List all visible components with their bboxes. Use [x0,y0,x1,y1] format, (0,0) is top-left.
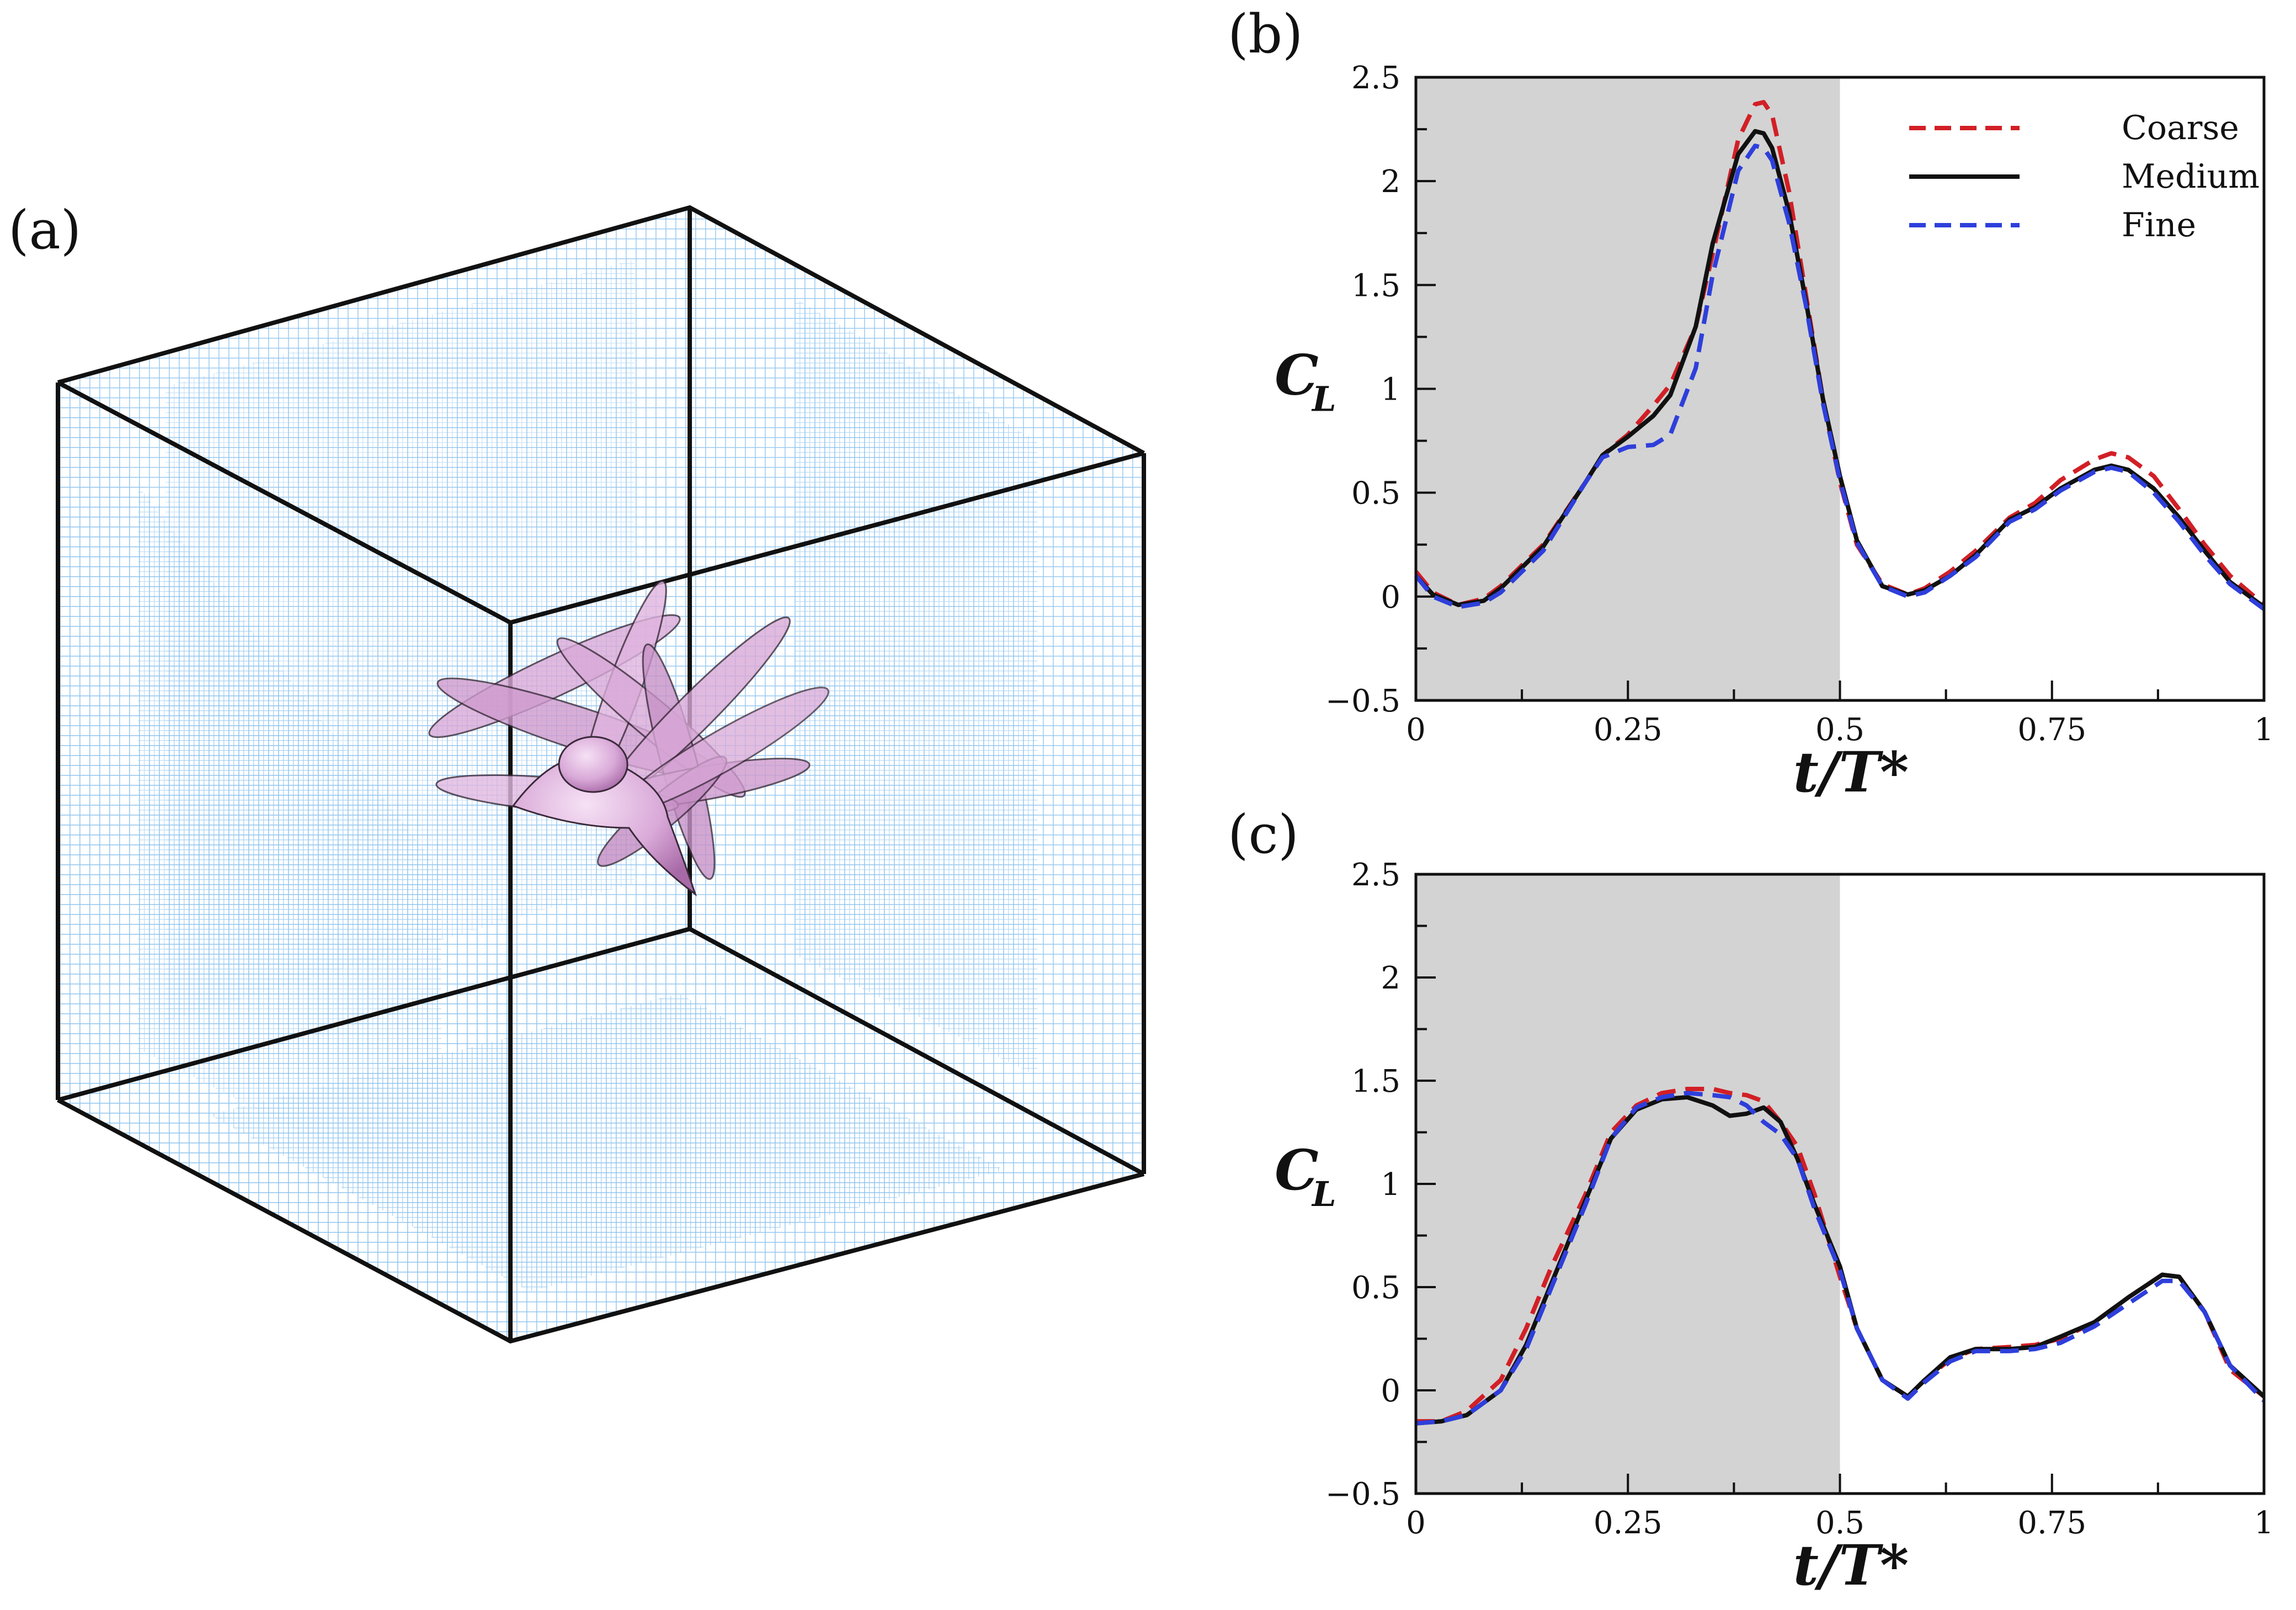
series-group [1414,100,2266,611]
legend-label-fine: Fine [2122,206,2196,245]
y-tick-label: 2.5 [1351,60,1400,96]
chart-panel-c: (c) 0 0.25 0.5 0.75 1 −0.5 0 0.5 1 1.5 2… [1228,804,2274,1598]
panel-b-label: (b) [1228,3,1303,65]
y-tick-label: −0.5 [1325,1476,1400,1512]
y-tick-labels: −0.5 0 0.5 1 1.5 2 2.5 [1325,857,1400,1512]
x-tick-label: 0.25 [1594,1505,1663,1541]
cube-edges [56,205,1146,1344]
mesh-face-back [58,208,690,1100]
x-tick-label: 1 [2254,1505,2274,1541]
panel-a-mesh-cube: (a) [8,199,1146,1344]
y-tick-label: 1 [1381,372,1400,408]
plot-frame [1414,873,2266,1495]
y-tick-label: 2 [1381,960,1400,996]
legend: Coarse Medium Fine [1909,109,2260,245]
y-tick-label: 0.5 [1351,1270,1400,1306]
x-tick-label: 0.75 [2017,712,2086,748]
y-tick-label: 0 [1381,1373,1400,1409]
y-axis-title: C L [1275,1138,1336,1214]
x-tick-labels: 0 0.25 0.5 0.75 1 [1406,1505,2274,1541]
panel-a-label: (a) [8,199,81,261]
x-axis-title: t/T* [1793,740,1909,805]
y-axis-title-main: C [1275,1138,1319,1203]
y-tick-label: 2.5 [1351,857,1400,893]
series-group [1415,1087,2266,1426]
x-tick-label: 0.5 [1815,712,1864,748]
chart-panel-b: (b) 0 0.25 0.5 0.75 1 −0.5 0 0.5 1 1.5 2… [1228,3,2274,805]
x-tick-label: 0 [1406,1505,1426,1541]
shaded-region [1416,874,1840,1494]
series-line-fine [1414,144,2266,611]
x-tick-label: 0.75 [2017,1505,2086,1541]
y-axis-title-main: C [1275,343,1319,408]
y-axis-title-sub: L [1311,379,1336,419]
panel-c-label: (c) [1228,804,1299,865]
x-tick-label: 0 [1406,712,1426,748]
legend-label-coarse: Coarse [2122,109,2239,147]
y-axis-title-sub: L [1311,1174,1336,1214]
mesh-face-bottom [58,929,1144,1341]
y-tick-label: −0.5 [1325,683,1400,719]
plot-frame [1414,76,2266,702]
x-tick-label: 0.25 [1594,712,1663,748]
y-tick-label: 0.5 [1351,476,1400,512]
y-tick-label: 1 [1381,1167,1400,1203]
legend-label-medium: Medium [2122,157,2260,196]
y-tick-label: 1.5 [1351,268,1400,304]
x-tick-label: 1 [2254,712,2274,748]
y-tick-label: 0 [1381,580,1400,615]
insect-body-wing-positions [428,580,829,897]
y-tick-labels: −0.5 0 0.5 1 1.5 2 2.5 [1325,60,1400,719]
y-tick-label: 2 [1381,164,1400,200]
y-axis-title: C L [1275,343,1336,419]
series-line-fine [1415,1091,2266,1426]
x-tick-labels: 0 0.25 0.5 0.75 1 [1406,712,2274,748]
mesh-face-right [690,208,1144,1174]
x-tick-label: 0.5 [1815,1505,1864,1541]
x-axis-title: t/T* [1793,1533,1909,1598]
y-tick-label: 1.5 [1351,1064,1400,1099]
